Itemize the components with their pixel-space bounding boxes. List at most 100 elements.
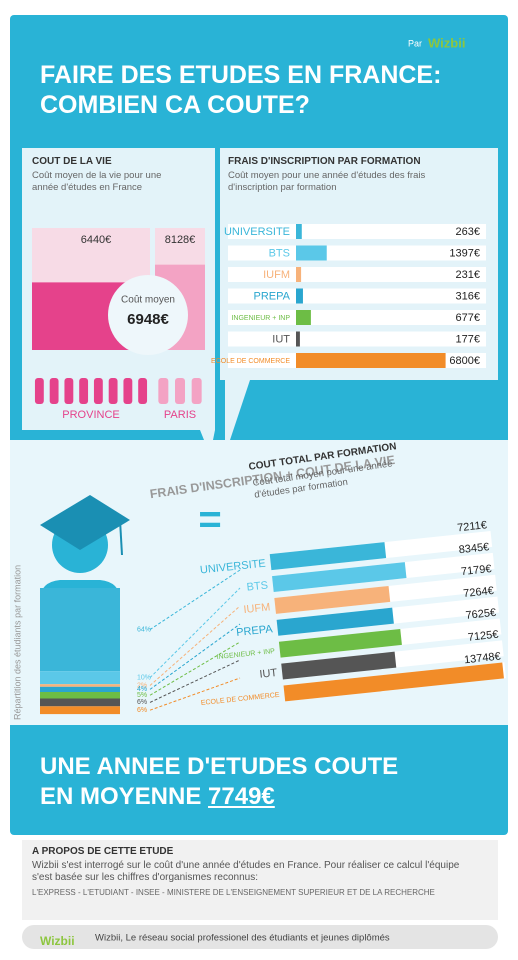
share-stripe [40,671,120,685]
share-stripe [40,698,120,707]
total-value: 7125€ [467,629,499,644]
person-icon [64,378,74,404]
share-stripe [40,686,120,692]
share-label: 10% [137,675,151,682]
total-value: 7625€ [465,607,497,622]
row-bg [228,288,486,304]
share-stripe [40,588,120,672]
footer-brand: Wizbii [40,934,75,948]
conclusion-line: UNE ANNEE D'ETUDES COUTE [40,753,399,780]
share-stripe [40,706,120,715]
tuition-value: 231€ [456,269,480,281]
section-title: COUT DE LA VIE [32,156,112,167]
tuition-name: IUT [272,333,290,345]
about-panel [22,840,498,920]
person-icon [49,378,59,404]
share-label: 64% [137,626,151,633]
region-name: PARIS [164,409,196,421]
person-icon [108,378,118,404]
row-bg [228,245,486,261]
share-label: 5% [137,692,147,699]
title-line: COMBIEN CA COUTE? [40,91,310,119]
tuition-name: IUFM [263,269,290,281]
conclusion-text: EN MOYENNE [40,783,202,810]
share-stripe [40,684,120,687]
total-value: 7179€ [460,563,492,578]
region-value: 8128€ [165,234,196,246]
section-subtitle: Coût moyen de la vie pour une année d'ét… [32,170,162,193]
tuition-bar [296,267,302,282]
total-name: PREPA [236,623,274,639]
total-name: IUT [259,667,278,681]
tuition-name: INGENIEUR + INP [231,315,290,322]
share-stripe [40,692,120,699]
share-label: 2% [137,682,147,689]
person-icon [175,378,185,404]
by-text: Par [408,38,422,48]
share-connector [149,659,241,703]
tuition-value: 177€ [456,333,480,345]
total-bars: UNIVERSITE7211€BTS8345€IUFM7179€PREPA726… [199,519,506,707]
share-label: 4% [137,686,147,693]
tuition-value: 677€ [456,312,480,324]
section-subtitle: Coût moyen pour une année d'études des f… [228,170,426,193]
total-bar [276,607,394,636]
total-value: 8345€ [458,541,490,556]
person-icon [138,378,148,404]
section-title: FRAIS D'INSCRIPTION PAR FORMATION [228,156,421,167]
tuition-value: 263€ [456,226,480,238]
person-icon [123,378,133,404]
tuition-name: ECOLE DE COMMERCE [211,358,290,365]
equals-sign: = [198,498,221,542]
cap [40,495,130,550]
total-value: 13748€ [464,651,502,667]
tuition-value: 1397€ [449,247,480,259]
row-bg [228,331,486,347]
person-icon [93,378,103,404]
row-bg [228,267,486,282]
average-bubble [108,275,188,355]
tuition-bar [296,331,300,347]
about-text: Wizbii s'est interrogé sur le coût d'une… [32,860,460,883]
footer-bar [22,925,498,949]
total-bar [272,562,407,592]
total-name: IUFM [243,601,271,616]
conclusion-line: EN MOYENNE 7749€ [40,782,398,812]
total-value: 7264€ [463,585,495,600]
person-icon [79,378,89,404]
row-bg [228,224,486,239]
total-bar [281,651,397,680]
conclusion-value: 7749€ [208,783,275,810]
tuition-bar [296,288,303,304]
share-label: 6% [137,707,147,714]
total-bar [274,585,391,614]
total-bar [269,542,387,571]
footer-tagline: Wizbii, Le réseau social professionel de… [95,933,390,944]
average-value: 6948€ [127,311,169,328]
axis-label: Répartition des étudiants par formation [12,565,22,720]
share-connector [149,587,241,679]
total-name: BTS [246,579,269,593]
tuition-value: 316€ [456,290,480,302]
share-connector [149,569,241,631]
title: FAIRE DES ETUDES EN FRANCE: COMBIEN CA C… [40,60,441,120]
share-connector [149,677,241,711]
person-icon [191,378,202,404]
tuition-name: BTS [269,247,290,259]
title-line: FAIRE DES ETUDES EN FRANCE: [40,61,442,89]
total-value: 7211€ [457,519,488,534]
region-name: PROVINCE [62,409,119,421]
total-bar [283,662,504,702]
region-value: 6440€ [81,234,112,246]
total-bar [278,628,402,658]
share-label: 6% [137,699,147,706]
tuition-name: UNIVERSITE [224,226,290,238]
share-connector [149,641,241,696]
tuition-bar [296,224,302,239]
brand-logo: Wizbii [428,35,465,50]
row-bg [228,310,486,325]
tuition-value: 6800€ [449,355,480,367]
tuition-bar [296,353,446,368]
